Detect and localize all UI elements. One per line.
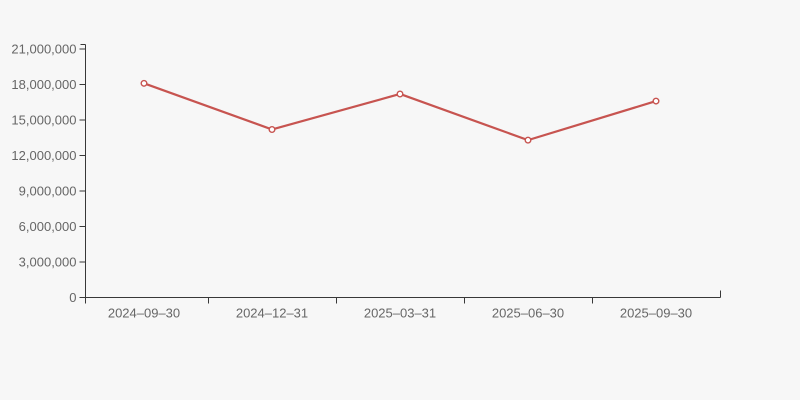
series-group [140, 79, 660, 144]
y-axis-label: 9,000,000 [19, 184, 77, 199]
axes [79, 44, 721, 304]
data-point-marker[interactable] [140, 79, 148, 87]
y-axis-labels: 0 3,000,000 6,000,000 9,000,000 12,000,000 15… [11, 42, 76, 306]
data-point-marker[interactable] [396, 90, 404, 98]
x-axis-label: 2025–09–30 [620, 306, 692, 321]
x-axis-labels: 2024–09–30 2024–12–31 2025–03–31 2025–06–30… [108, 306, 692, 321]
y-axis-label: 6,000,000 [19, 219, 77, 234]
y-axis-label: 15,000,000 [11, 113, 76, 128]
y-axis-label: 3,000,000 [19, 255, 77, 270]
x-axis-label: 2024–09–30 [108, 306, 180, 321]
x-axis-label: 2025–03–31 [364, 306, 436, 321]
data-point-marker[interactable] [524, 136, 532, 144]
y-axis-label: 0 [69, 290, 76, 305]
x-axis-label: 2025–06–30 [492, 306, 564, 321]
x-axis-label: 2024–12–31 [236, 306, 308, 321]
data-point-marker[interactable] [652, 97, 660, 105]
y-axis-label: 18,000,000 [11, 77, 76, 92]
data-point-marker[interactable] [268, 125, 276, 133]
y-axis-label: 12,000,000 [11, 148, 76, 163]
y-axis-label: 21,000,000 [11, 42, 76, 57]
